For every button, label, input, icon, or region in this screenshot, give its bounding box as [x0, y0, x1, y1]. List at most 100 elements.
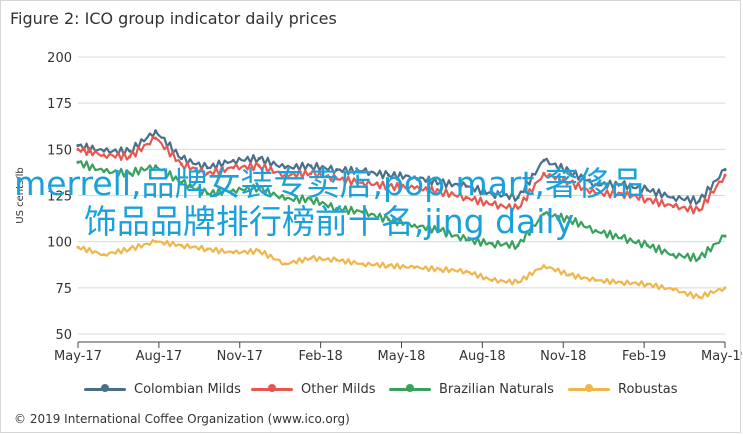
data-point-brazilian-naturals [257, 186, 261, 190]
data-point-brazilian-naturals [490, 241, 494, 246]
data-point-colombian-milds [671, 195, 675, 199]
data-point-robustas [205, 247, 209, 251]
data-point-colombian-milds [361, 169, 365, 174]
data-point-other-milds [464, 195, 468, 199]
data-point-colombian-milds [697, 199, 701, 203]
data-point-brazilian-naturals [568, 217, 572, 222]
x-axis-tick-label: Aug-17 [136, 349, 183, 364]
data-point-colombian-milds [205, 166, 209, 170]
data-point-robustas [335, 258, 339, 262]
data-point-robustas [438, 267, 442, 271]
data-point-colombian-milds [257, 156, 261, 161]
data-point-brazilian-naturals [179, 180, 184, 185]
data-point-brazilian-naturals [309, 197, 313, 201]
data-point-other-milds [619, 192, 624, 196]
data-point-robustas [516, 280, 520, 284]
data-point-other-milds [361, 180, 365, 185]
data-point-robustas [309, 256, 313, 260]
data-point-other-milds [723, 173, 727, 177]
y-axis-tick-label: 150 [47, 143, 72, 158]
data-point-other-milds [645, 197, 649, 201]
data-point-other-milds [568, 180, 572, 185]
legend-item-brazilian-naturals: Brazilian Naturals [389, 381, 554, 397]
data-point-brazilian-naturals [464, 238, 468, 242]
data-point-other-milds [438, 190, 442, 194]
x-axis-tick-label: Nov-18 [540, 349, 586, 364]
legend-label-colombian-milds: Colombian Milds [134, 381, 241, 397]
data-point-robustas [283, 262, 287, 266]
data-point-colombian-milds [412, 175, 417, 179]
legend-item-other-milds: Other Milds [251, 381, 376, 397]
chart-credit: © 2019 International Coffee Organization… [14, 412, 350, 426]
legend-item-colombian-milds: Colombian Milds [84, 381, 241, 397]
data-point-robustas [76, 245, 80, 249]
data-point-colombian-milds [386, 173, 391, 177]
data-point-robustas [568, 273, 572, 277]
data-point-robustas [671, 288, 675, 292]
y-axis-tick-label: 50 [55, 328, 72, 343]
data-point-colombian-milds [594, 182, 598, 187]
data-point-robustas [490, 278, 494, 283]
data-point-robustas [464, 269, 468, 273]
x-axis-tick-label: May-18 [378, 349, 426, 364]
data-point-other-milds [542, 171, 546, 175]
x-axis-tick-label: May-17 [54, 349, 102, 364]
data-point-brazilian-naturals [361, 210, 365, 214]
series-line-robustas [76, 239, 727, 300]
data-point-robustas [697, 295, 701, 299]
data-point-other-milds [697, 208, 701, 212]
data-point-brazilian-naturals [645, 243, 649, 247]
data-point-brazilian-naturals [438, 228, 442, 233]
x-axis-tick-label: Aug-18 [459, 349, 506, 364]
data-point-other-milds [231, 166, 235, 170]
data-point-colombian-milds [102, 149, 106, 153]
data-point-brazilian-naturals [594, 228, 598, 233]
data-point-robustas [386, 264, 391, 268]
data-point-brazilian-naturals [723, 234, 727, 238]
series-group [76, 129, 727, 300]
data-point-other-milds [128, 155, 132, 159]
data-point-colombian-milds [231, 158, 235, 163]
data-point-brazilian-naturals [128, 171, 132, 175]
data-point-colombian-milds [128, 149, 132, 153]
data-point-brazilian-naturals [231, 188, 235, 192]
x-axis-tick-label: Feb-18 [299, 349, 343, 364]
legend-label-other-milds: Other Milds [301, 381, 376, 397]
data-point-colombian-milds [490, 192, 494, 196]
legend-swatch-brazilian-naturals [389, 383, 431, 392]
legend-swatch-robustas [568, 383, 610, 392]
data-point-robustas [154, 240, 158, 244]
data-point-robustas [179, 243, 184, 247]
data-point-brazilian-naturals [542, 212, 546, 216]
data-point-colombian-milds [619, 182, 624, 187]
data-point-colombian-milds [723, 168, 727, 172]
data-point-brazilian-naturals [76, 160, 80, 164]
data-point-colombian-milds [438, 180, 442, 185]
data-point-brazilian-naturals [335, 206, 339, 211]
data-point-other-milds [76, 147, 80, 151]
data-point-brazilian-naturals [205, 192, 209, 196]
data-point-brazilian-naturals [697, 256, 701, 260]
data-point-other-milds [205, 171, 209, 175]
data-point-colombian-milds [542, 158, 546, 163]
data-point-robustas [231, 251, 235, 255]
data-point-other-milds [516, 206, 520, 211]
data-point-brazilian-naturals [386, 217, 391, 222]
x-axis-tick-label: Feb-19 [622, 349, 666, 364]
chart-title: Figure 2: ICO group indicator daily pric… [10, 9, 337, 28]
data-point-other-milds [594, 192, 598, 196]
legend-swatch-other-milds [251, 383, 293, 392]
x-axis-tick-label: May-19 [701, 349, 742, 364]
data-point-other-milds [102, 153, 106, 157]
data-point-other-milds [179, 162, 184, 166]
data-point-colombian-milds [179, 156, 184, 161]
data-point-colombian-milds [309, 164, 313, 168]
y-axis-tick-label: 200 [47, 51, 72, 66]
data-point-other-milds [335, 177, 339, 181]
y-axis-tick-label: 75 [55, 282, 72, 297]
data-point-colombian-milds [464, 184, 468, 188]
data-point-colombian-milds [283, 166, 287, 170]
legend-item-robustas: Robustas [568, 381, 678, 397]
